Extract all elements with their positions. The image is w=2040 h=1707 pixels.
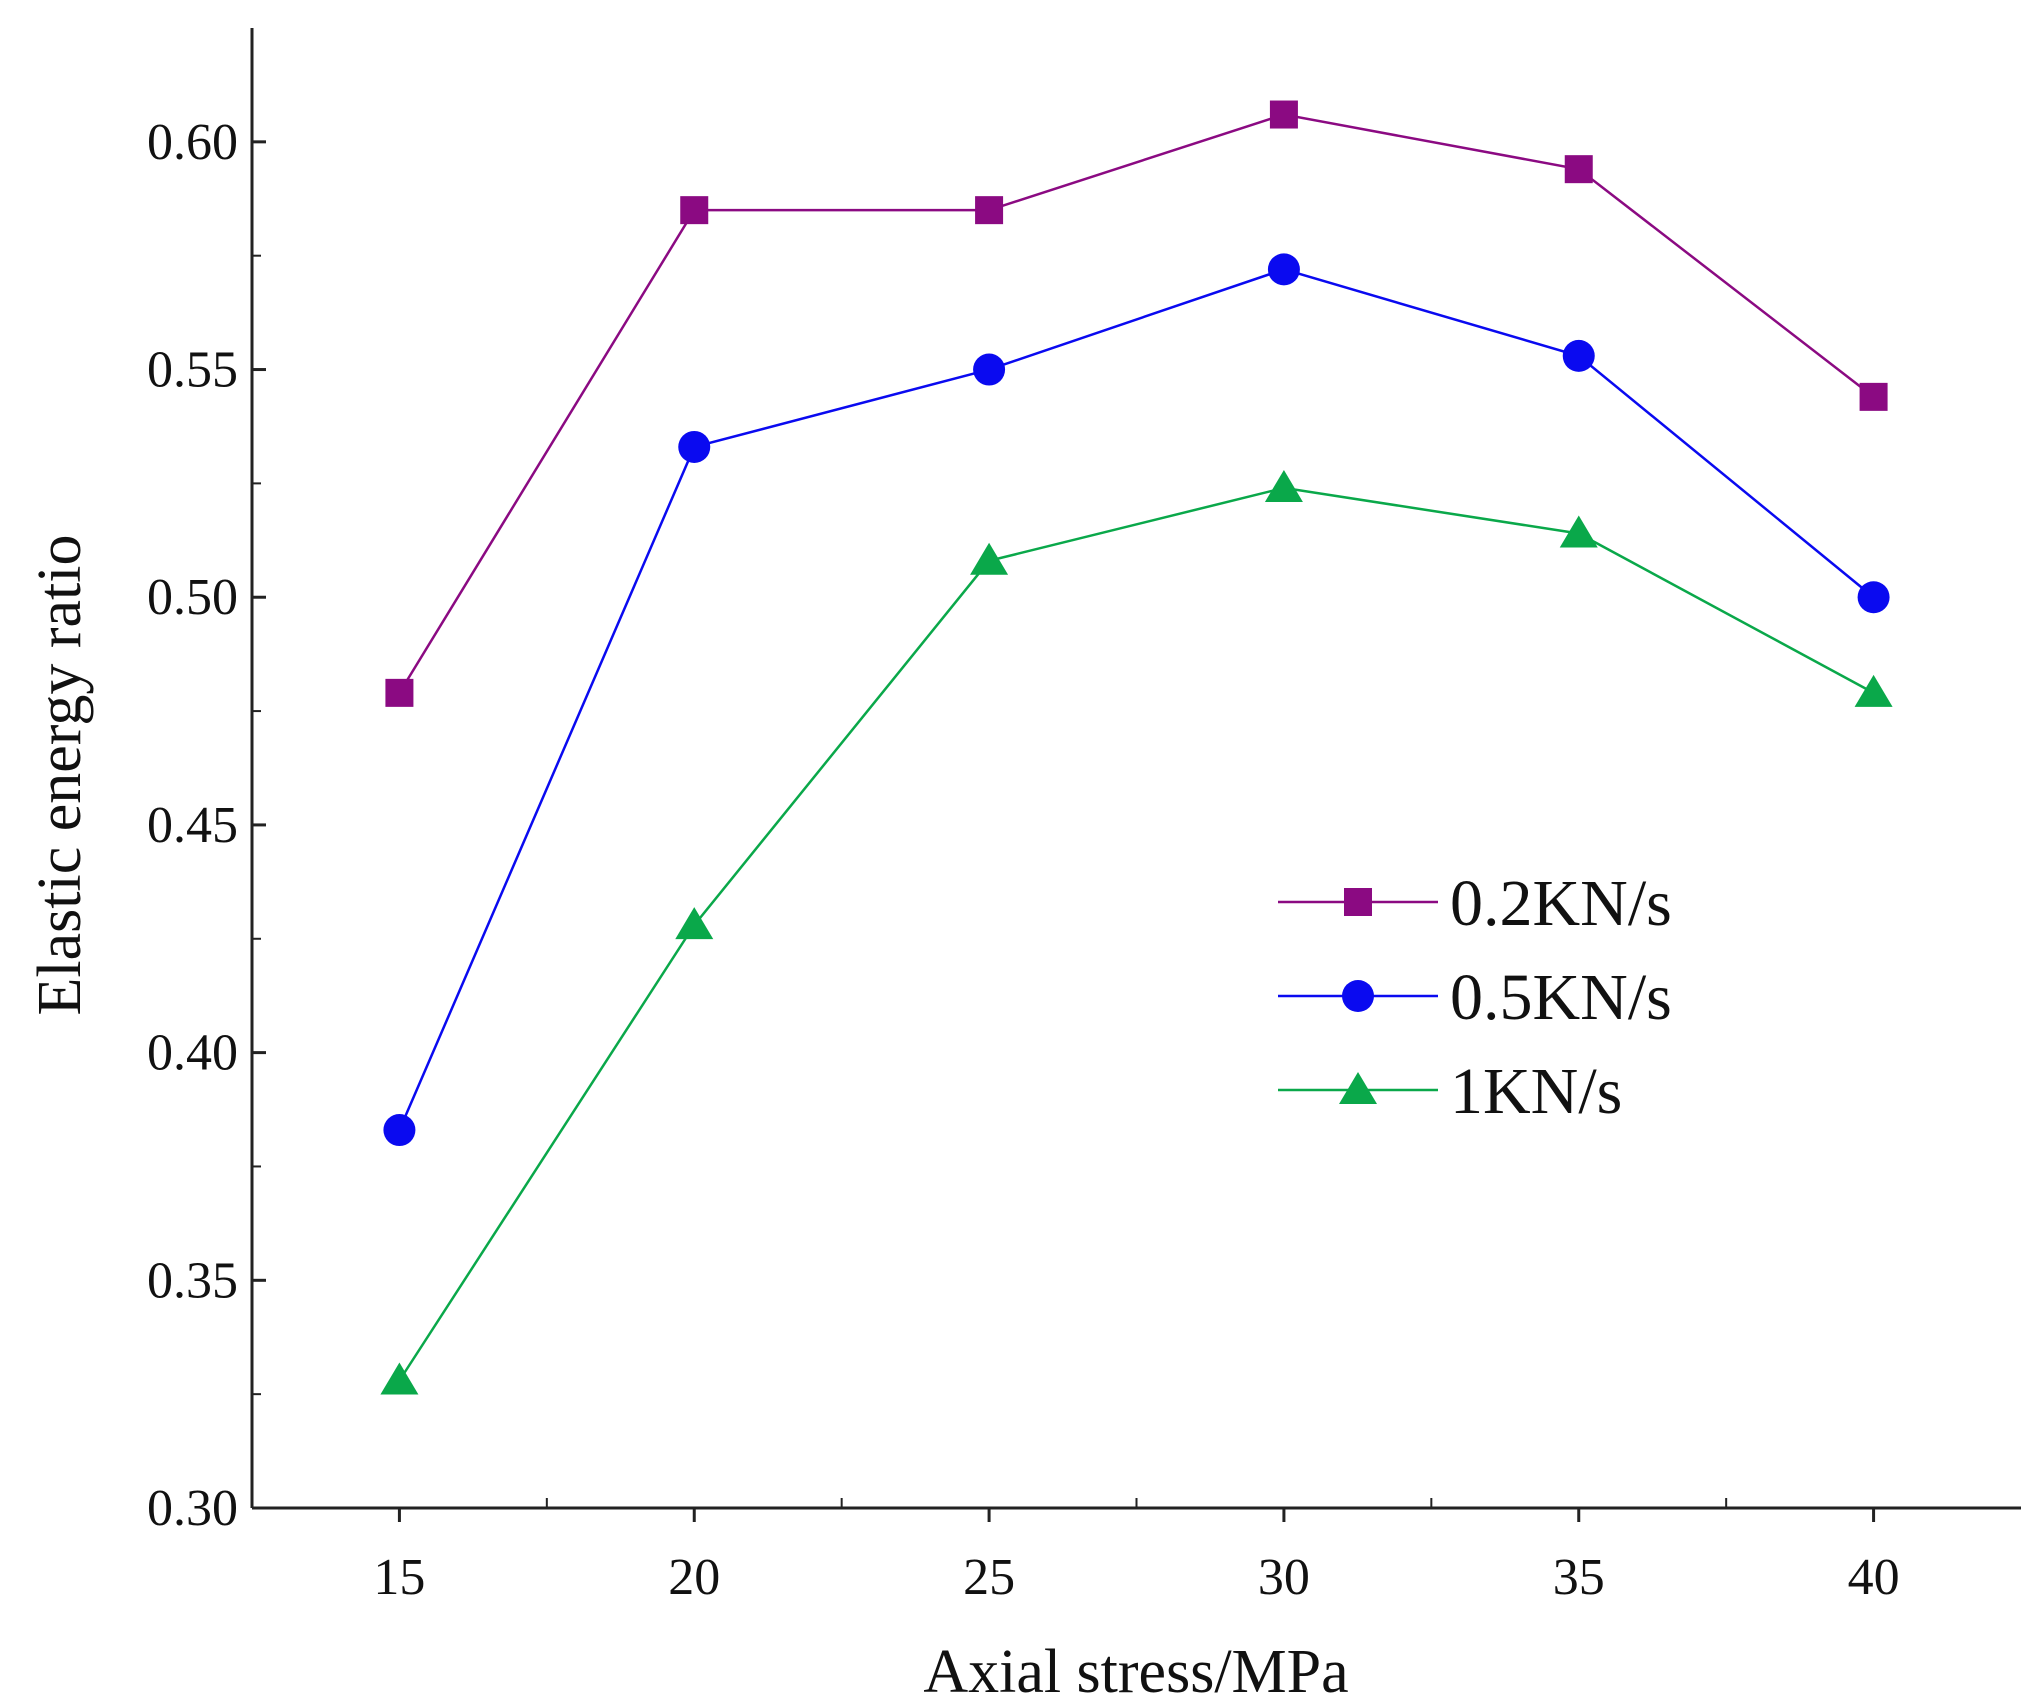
data-point	[975, 196, 1004, 225]
legend-label: 0.5KN/s	[1450, 961, 1672, 1034]
series-line	[398, 268, 1875, 1131]
series-line	[398, 113, 1875, 694]
data-point	[385, 678, 414, 707]
y-axis-title-text: Elastic energy ratio	[26, 535, 94, 1016]
data-point	[1269, 100, 1298, 129]
x-tick-label: 15	[373, 1549, 425, 1606]
legend-marker	[1339, 1072, 1377, 1104]
series-0.2KN/s	[385, 100, 1888, 707]
y-axis-title: Elastic energy ratio	[26, 535, 94, 1016]
legend-label: 1KN/s	[1450, 1055, 1622, 1128]
y-tick-label: 0.40	[147, 1025, 238, 1082]
data-point	[678, 430, 711, 463]
data-point	[1562, 339, 1595, 372]
data-point	[1564, 155, 1593, 184]
data-point	[1857, 581, 1890, 614]
legend-item: 1KN/s	[1278, 1055, 1622, 1128]
data-point	[970, 542, 1009, 575]
legend: 0.2KN/s 0.5KN/s 1KN/s	[1278, 867, 1672, 1128]
data-point	[1859, 382, 1888, 411]
x-tick-label: 35	[1553, 1549, 1605, 1606]
data-point	[973, 353, 1006, 386]
legend-item: 0.2KN/s	[1278, 867, 1672, 940]
x-axis-title: Axial stress/MPa	[923, 1638, 1348, 1706]
y-tick-label: 0.60	[147, 114, 238, 171]
data-point	[1854, 674, 1893, 707]
y-tick-label: 0.30	[147, 1480, 238, 1537]
series-layer	[380, 100, 1893, 1395]
x-tick-label: 40	[1848, 1549, 1900, 1606]
series-1KN/s	[380, 469, 1893, 1395]
data-point	[1267, 253, 1300, 286]
legend-item: 0.5KN/s	[1278, 961, 1672, 1034]
series-0.5KN/s	[383, 253, 1890, 1147]
axes: 15 20 25 30 35 40 0.30 0.35 0.40 0.45 0.50 0.55 0.60	[147, 28, 2021, 1606]
y-tick-label: 0.55	[147, 342, 238, 399]
y-tick-label: 0.45	[147, 797, 238, 854]
x-tick-label: 25	[963, 1549, 1015, 1606]
legend-marker	[1342, 980, 1374, 1012]
legend-label: 0.2KN/s	[1450, 867, 1672, 940]
data-point	[675, 907, 714, 940]
data-point	[383, 1114, 416, 1147]
data-point	[380, 1362, 419, 1395]
data-point	[1559, 515, 1598, 548]
data-point	[1264, 469, 1303, 502]
series-line	[398, 486, 1875, 1382]
data-point	[680, 196, 709, 225]
y-tick-label: 0.35	[147, 1252, 238, 1309]
legend-marker	[1344, 888, 1372, 916]
x-tick-label: 30	[1258, 1549, 1310, 1606]
x-tick-label: 20	[668, 1549, 720, 1606]
y-tick-label: 0.50	[147, 569, 238, 626]
